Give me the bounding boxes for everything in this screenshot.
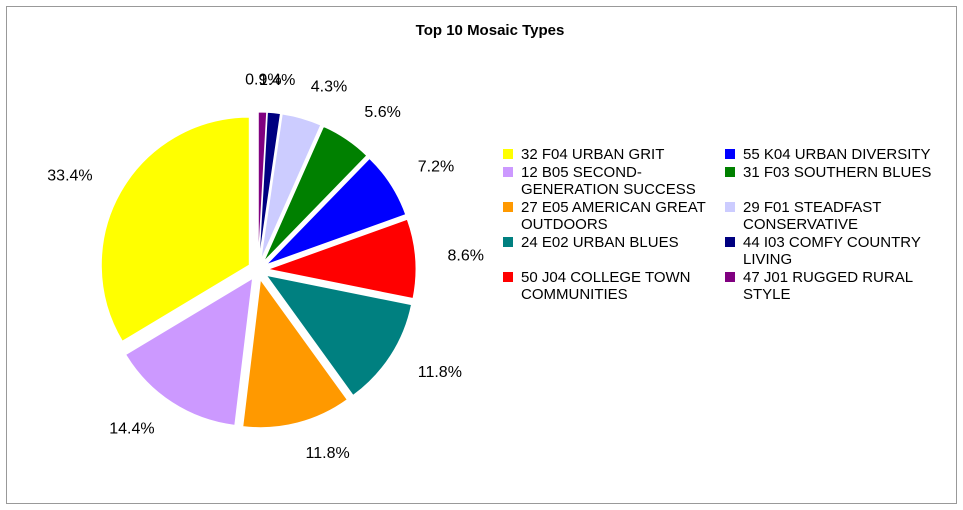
pie-slice	[258, 111, 282, 261]
legend-item: 47 J01 RUGGED RURAL STYLE	[725, 269, 935, 303]
legend-swatch	[725, 237, 735, 247]
legend-item: 31 F03 SOUTHERN BLUES	[725, 164, 935, 198]
slice-label: 4.3%	[311, 79, 347, 96]
pie-slice	[257, 111, 268, 261]
legend-label: 47 J01 RUGGED RURAL STYLE	[743, 269, 913, 303]
legend-swatch	[725, 202, 735, 212]
legend-swatch	[725, 272, 735, 282]
slice-label: 5.6%	[364, 104, 400, 121]
legend-label: 24 E02 URBAN BLUES	[521, 234, 679, 251]
legend-item: 55 K04 URBAN DIVERSITY	[725, 146, 935, 163]
legend-item: 32 F04 URBAN GRIT	[503, 146, 725, 163]
legend-item: 44 I03 COMFY COUNTRY LIVING	[725, 234, 935, 268]
slice-label: 11.8%	[306, 445, 350, 462]
pie-slice	[260, 113, 322, 261]
slice-label: 7.2%	[418, 158, 454, 175]
legend-item: 50 J04 COLLEGE TOWN COMMUNITIES	[503, 269, 725, 303]
pie-slice	[263, 125, 368, 263]
pie-slice	[124, 277, 254, 426]
pie-slice	[265, 274, 413, 397]
legend-label: 12 B05 SECOND-GENERATION SUCCESS	[521, 164, 696, 198]
slice-label: 33.4%	[47, 168, 92, 185]
legend-swatch	[725, 149, 735, 159]
pie-slice	[266, 157, 407, 266]
legend-swatch	[503, 149, 513, 159]
pie-slice	[100, 116, 250, 342]
legend-label: 32 F04 URBAN GRIT	[521, 146, 665, 163]
chart-title: Top 10 Mosaic Types	[416, 22, 565, 39]
legend-swatch	[503, 237, 513, 247]
slice-label: 8.6%	[447, 247, 483, 264]
legend-label: 27 E05 AMERICAN GREAT OUTDOORS	[521, 199, 706, 233]
legend-item: 27 E05 AMERICAN GREAT OUTDOORS	[503, 199, 725, 233]
slice-label: 0.9%	[245, 71, 281, 88]
legend-label: 31 F03 SOUTHERN BLUES	[743, 164, 932, 181]
legend-label: 50 J04 COLLEGE TOWN COMMUNITIES	[521, 269, 691, 303]
slice-label: 14.4%	[109, 421, 154, 438]
legend-label: 29 F01 STEADFAST CONSERVATIVE	[743, 199, 882, 233]
legend: 32 F04 URBAN GRIT 12 B05 SECOND-GENERATIO…	[503, 146, 935, 303]
legend-swatch	[503, 202, 513, 212]
legend-swatch	[725, 167, 735, 177]
pie-slice	[266, 218, 417, 300]
legend-item: 12 B05 SECOND-GENERATION SUCCESS	[503, 164, 725, 198]
pie-slice	[242, 278, 348, 429]
legend-label: 55 K04 URBAN DIVERSITY	[743, 146, 931, 163]
legend-swatch	[503, 167, 513, 177]
legend-item: 29 F01 STEADFAST CONSERVATIVE	[725, 199, 935, 233]
legend-swatch	[503, 272, 513, 282]
legend-label: 44 I03 COMFY COUNTRY LIVING	[743, 234, 921, 268]
slice-label: 1.4%	[259, 72, 295, 89]
legend-item: 24 E02 URBAN BLUES	[503, 234, 725, 268]
slice-label: 11.8%	[418, 364, 462, 381]
